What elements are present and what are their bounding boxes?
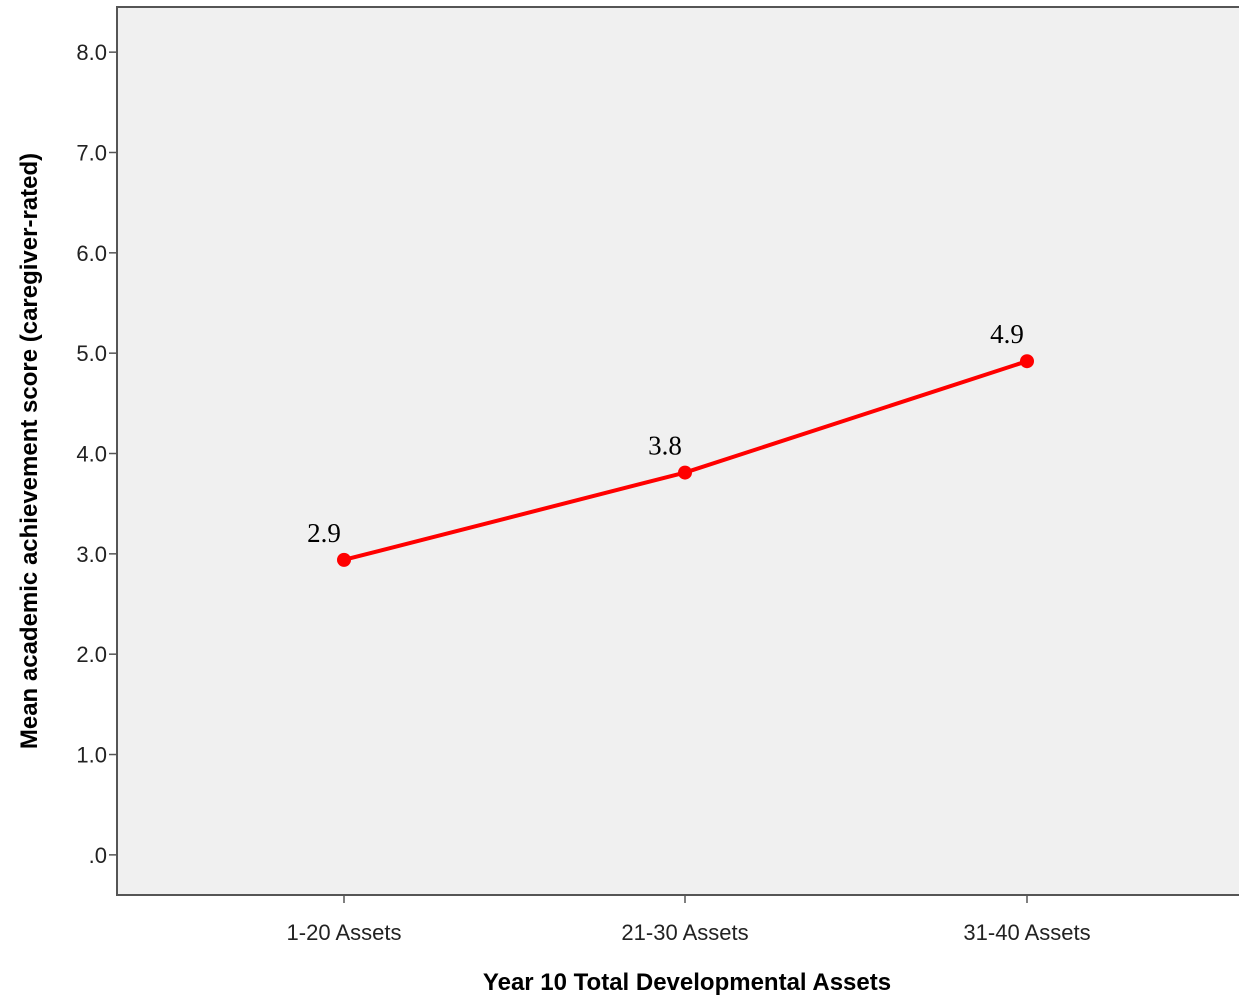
y-tick-label: 8.0	[76, 40, 107, 65]
x-tick-label: 31-40 Assets	[963, 920, 1090, 945]
data-point	[337, 552, 351, 567]
x-axis: 1-20 Assets 21-30 Assets 31-40 Assets	[287, 895, 1091, 945]
data-label: 2.9	[307, 518, 341, 548]
x-tick-label: 21-30 Assets	[621, 920, 748, 945]
data-label: 4.9	[990, 319, 1024, 349]
y-tick-label: 6.0	[76, 241, 107, 266]
x-axis-title: Year 10 Total Developmental Assets	[483, 969, 891, 996]
x-tick-label: 1-20 Assets	[287, 920, 402, 945]
y-tick-label: 3.0	[76, 542, 107, 567]
y-tick-label: 5.0	[76, 341, 107, 366]
y-tick-label: .0	[89, 843, 107, 868]
y-tick-label: 1.0	[76, 743, 107, 768]
y-tick-label: 7.0	[76, 140, 107, 165]
plot-background	[116, 6, 1239, 896]
y-axis-title: Mean academic achievement score (caregiv…	[16, 153, 43, 749]
y-axis: .0 1.0 2.0 3.0 4.0 5.0 6.0 7.0 8.0	[76, 40, 117, 868]
y-tick-label: 2.0	[76, 642, 107, 667]
series-layer: 2.9 3.8 4.9	[307, 319, 1034, 567]
y-tick-label: 4.0	[76, 442, 107, 467]
data-point	[1020, 354, 1034, 369]
data-point	[678, 465, 692, 480]
data-label: 3.8	[648, 431, 682, 461]
